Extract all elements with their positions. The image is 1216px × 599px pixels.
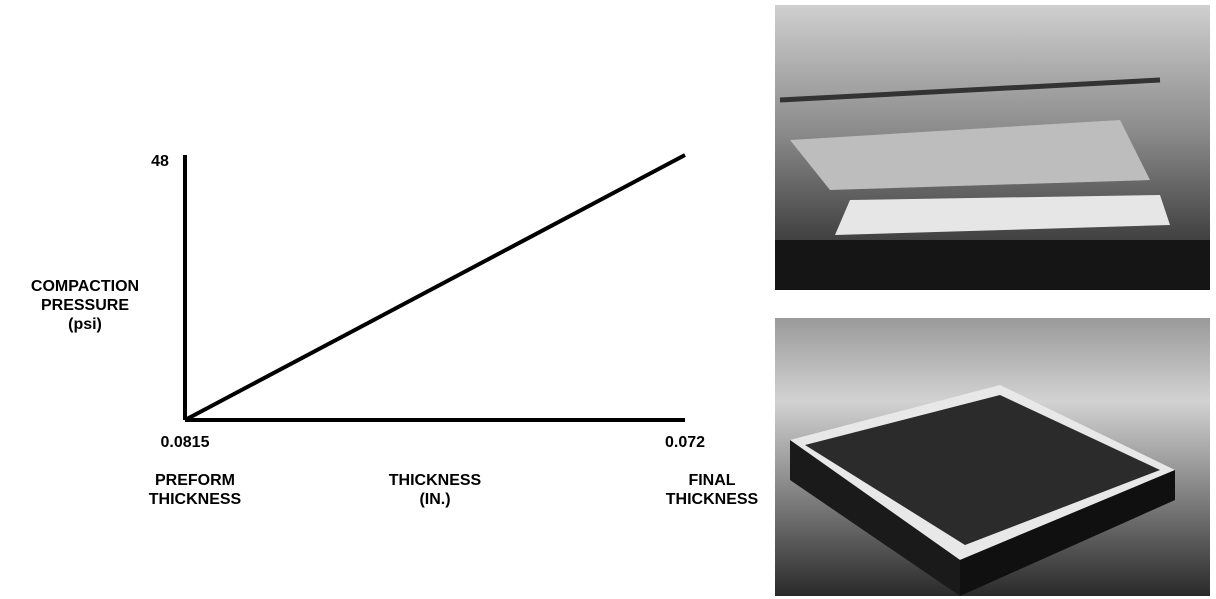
y-tick-label: 48 <box>151 153 169 170</box>
y-axis-label: (psi) <box>68 316 102 333</box>
annotation: THICKNESS <box>666 491 759 508</box>
x-axis-label: THICKNESS <box>389 472 482 489</box>
y-axis-label: PRESSURE <box>41 297 129 314</box>
y-axis-label: COMPACTION <box>31 278 139 295</box>
page: COMPACTION PRESSURE (psi) THICKNESS (IN.… <box>0 0 1216 599</box>
x-tick-label: 0.072 <box>665 434 705 451</box>
annotation: THICKNESS <box>149 491 242 508</box>
photo-bottom <box>775 318 1210 596</box>
annotation: FINAL <box>688 472 735 489</box>
annotation: PREFORM <box>155 472 235 489</box>
data-line <box>185 155 685 420</box>
figure: COMPACTION PRESSURE (psi) THICKNESS (IN.… <box>0 0 1216 599</box>
x-tick-label: 0.0815 <box>161 434 210 451</box>
x-axis-label: (IN.) <box>419 491 450 508</box>
photo-top <box>775 5 1210 290</box>
